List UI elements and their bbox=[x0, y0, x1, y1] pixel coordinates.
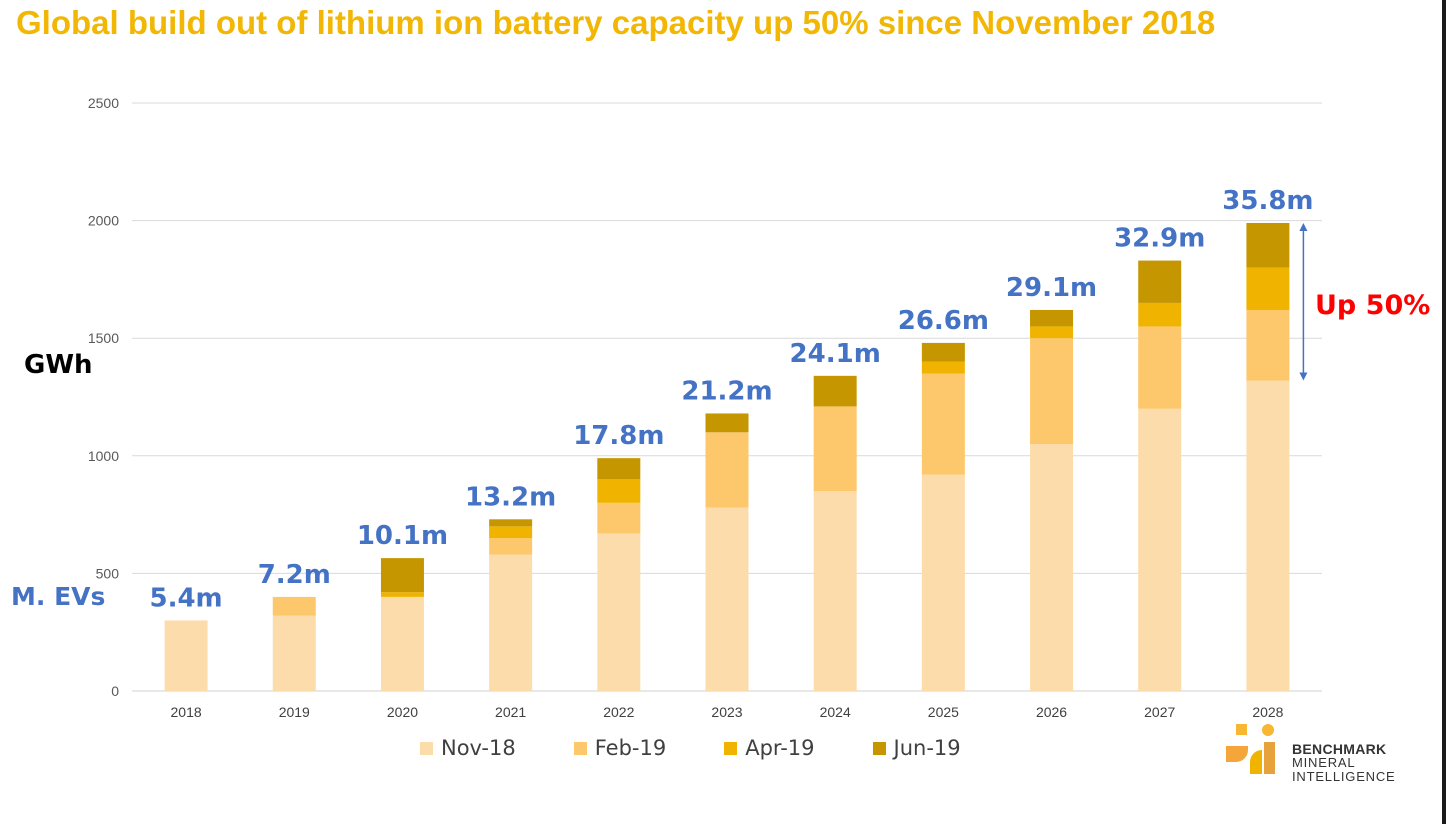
bar-segment-nov-18 bbox=[1246, 380, 1290, 691]
y-tick-label: 1500 bbox=[88, 330, 119, 346]
ev-data-label: 13.2m bbox=[465, 482, 556, 512]
x-tick-label: 2023 bbox=[711, 704, 742, 720]
bar-segment-apr-19 bbox=[921, 361, 965, 374]
bar-segment-nov-18 bbox=[272, 615, 316, 691]
bar-segment-nov-18 bbox=[597, 533, 641, 691]
y-tick-label: 500 bbox=[96, 565, 120, 581]
bar-segment-feb-19 bbox=[705, 432, 749, 508]
bar-segment-feb-19 bbox=[1138, 326, 1182, 409]
legend-swatch-jun19 bbox=[872, 741, 886, 755]
bar-segment-jun-19 bbox=[1246, 222, 1290, 268]
bar-segment-apr-19 bbox=[597, 479, 641, 503]
x-tick-label: 2026 bbox=[1036, 704, 1067, 720]
y-tick-label: 0 bbox=[111, 683, 119, 699]
x-tick-label: 2024 bbox=[820, 704, 851, 720]
bar-segment-nov-18 bbox=[705, 507, 749, 691]
bar-segment-apr-19 bbox=[1030, 326, 1074, 339]
ev-data-label: 21.2m bbox=[681, 376, 772, 406]
bar-segment-nov-18 bbox=[489, 554, 533, 691]
bar-segment-nov-18 bbox=[813, 491, 857, 691]
legend-label-nov18: Nov-18 bbox=[441, 736, 516, 760]
legend-item-apr19: Apr-19 bbox=[724, 736, 815, 760]
ev-data-label: 24.1m bbox=[790, 339, 881, 369]
ev-data-label: 32.9m bbox=[1114, 224, 1205, 254]
increase-arrow bbox=[1299, 222, 1308, 381]
bar-segment-nov-18 bbox=[164, 620, 208, 691]
legend-label-feb19: Feb-19 bbox=[594, 736, 667, 760]
right-border bbox=[1442, 0, 1446, 824]
bar-segment-jun-19 bbox=[1030, 309, 1074, 327]
logo-line-2: MINERAL bbox=[1292, 755, 1356, 770]
chart-legend: Nov-18 Feb-19 Apr-19 Jun-19 bbox=[420, 736, 1019, 760]
ev-data-label: 35.8m bbox=[1222, 186, 1313, 216]
y-axis-unit-label: GWh bbox=[24, 350, 93, 380]
bar-segment-feb-19 bbox=[489, 538, 533, 555]
logo-line-1: BENCHMARK bbox=[1292, 741, 1387, 757]
page-title: Global build out of lithium ion battery … bbox=[16, 4, 1216, 41]
x-tick-label: 2027 bbox=[1144, 704, 1175, 720]
bar-segment-feb-19 bbox=[921, 373, 965, 475]
y-tick-label: 2500 bbox=[88, 95, 119, 111]
legend-item-nov18: Nov-18 bbox=[420, 736, 516, 760]
bar-segment-nov-18 bbox=[1138, 408, 1182, 691]
bar-segment-nov-18 bbox=[1030, 444, 1074, 691]
logo-line-3: INTELLIGENCE bbox=[1292, 769, 1396, 784]
x-tick-label: 2025 bbox=[928, 704, 959, 720]
bar-segment-apr-19 bbox=[380, 592, 424, 597]
legend-swatch-nov18 bbox=[420, 741, 433, 755]
bar-segment-jun-19 bbox=[597, 458, 641, 480]
bar-segment-feb-19 bbox=[1030, 338, 1074, 445]
ev-data-label: 5.4m bbox=[150, 583, 223, 613]
bar-segment-jun-19 bbox=[380, 558, 424, 593]
bar-segment-apr-19 bbox=[1246, 267, 1290, 310]
y-tick-label: 1000 bbox=[88, 448, 119, 464]
legend-item-feb19: Feb-19 bbox=[573, 736, 667, 760]
bar-segment-feb-19 bbox=[272, 596, 316, 616]
ev-data-label: 10.1m bbox=[357, 521, 448, 551]
benchmark-logo: BENCHMARK MINERAL INTELLIGENCE bbox=[1224, 724, 1424, 794]
increase-annotation: Up 50% bbox=[1315, 290, 1431, 321]
bar-segment-jun-19 bbox=[813, 375, 857, 407]
bar-segment-jun-19 bbox=[1138, 260, 1182, 303]
x-tick-label: 2022 bbox=[603, 704, 634, 720]
bar-segment-feb-19 bbox=[1246, 309, 1290, 381]
legend-label-jun19: Jun-19 bbox=[893, 736, 961, 760]
legend-swatch-feb19 bbox=[573, 741, 587, 755]
bar-segment-apr-19 bbox=[1138, 302, 1182, 327]
ev-data-label: 17.8m bbox=[573, 421, 664, 451]
bar-segment-jun-19 bbox=[489, 519, 533, 527]
bar-segment-nov-18 bbox=[380, 596, 424, 691]
ev-data-label: 26.6m bbox=[898, 306, 989, 336]
logo-mark-icon bbox=[1226, 724, 1275, 774]
bar-segment-apr-19 bbox=[489, 526, 533, 539]
legend-item-jun19: Jun-19 bbox=[872, 736, 961, 760]
ev-data-label: 7.2m bbox=[258, 560, 331, 590]
x-tick-label: 2018 bbox=[171, 704, 202, 720]
x-tick-label: 2019 bbox=[279, 704, 310, 720]
legend-swatch-apr19 bbox=[724, 741, 738, 755]
y-tick-label: 2000 bbox=[88, 213, 119, 229]
x-tick-label: 2028 bbox=[1252, 704, 1283, 720]
bar-segment-feb-19 bbox=[813, 406, 857, 492]
legend-label-apr19: Apr-19 bbox=[745, 736, 815, 760]
bar-segment-jun-19 bbox=[705, 413, 749, 433]
x-tick-label: 2021 bbox=[495, 704, 526, 720]
bar-segment-feb-19 bbox=[597, 502, 641, 534]
bar-segment-jun-19 bbox=[921, 342, 965, 362]
ev-data-label: 29.1m bbox=[1006, 273, 1097, 303]
bar-segment-nov-18 bbox=[921, 474, 965, 691]
x-tick-label: 2020 bbox=[387, 704, 418, 720]
ev-unit-label: M. EVs bbox=[11, 582, 106, 611]
